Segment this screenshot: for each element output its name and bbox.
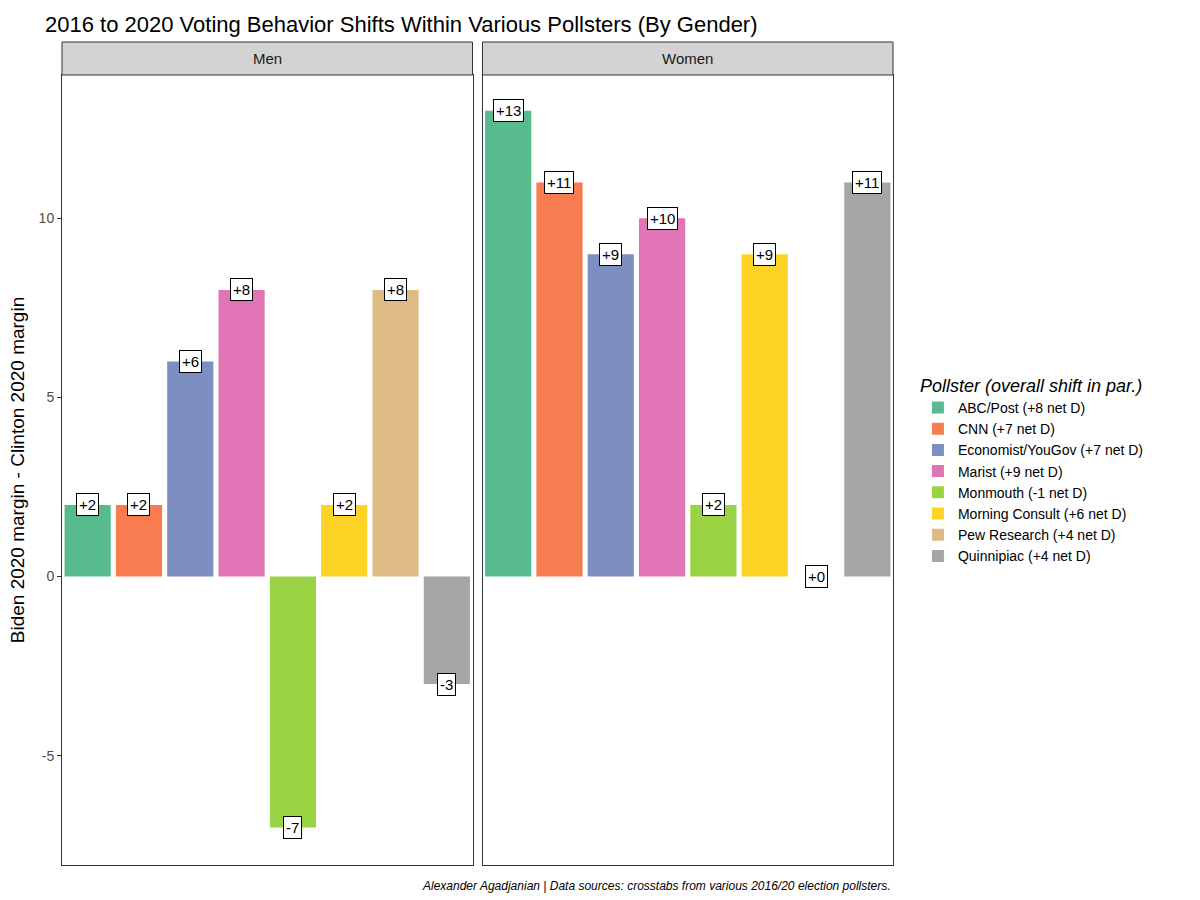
svg-text:2016 to 2020 Voting Behavior S: 2016 to 2020 Voting Behavior Shifts With… [45,12,758,37]
svg-text:+2: +2 [705,496,722,513]
svg-text:Pew Research (+4 net D): Pew Research (+4 net D) [958,527,1116,543]
svg-text:+8: +8 [387,281,404,298]
svg-text:+11: +11 [547,174,571,191]
svg-text:+10: +10 [650,210,675,227]
svg-text:+9: +9 [756,246,773,263]
svg-text:Economist/YouGov (+7 net D): Economist/YouGov (+7 net D) [958,442,1143,458]
svg-text:0: 0 [46,568,54,584]
svg-text:+9: +9 [602,246,619,263]
svg-text:Marist (+9 net D): Marist (+9 net D) [958,464,1063,480]
svg-text:-3: -3 [440,676,453,693]
svg-text:Alexander Agadjanian | Data so: Alexander Agadjanian | Data sources: cro… [422,879,891,893]
svg-text:Quinnipiac (+4 net D): Quinnipiac (+4 net D) [958,548,1091,564]
svg-text:Monmouth (-1 net D): Monmouth (-1 net D) [958,485,1087,501]
svg-text:+8: +8 [233,281,250,298]
svg-text:Pollster (overall shift in par: Pollster (overall shift in par.) [920,376,1142,396]
svg-text:+11: +11 [855,174,879,191]
svg-text:5: 5 [46,389,54,405]
svg-text:ABC/Post (+8 net D): ABC/Post (+8 net D) [958,400,1085,416]
svg-text:Biden 2020 margin - Clinton 20: Biden 2020 margin - Clinton 2020 margin [7,297,28,643]
svg-text:+2: +2 [336,496,353,513]
svg-text:+0: +0 [808,568,825,585]
svg-text:+2: +2 [79,496,96,513]
svg-text:-7: -7 [286,819,299,836]
svg-text:-5: -5 [42,748,55,764]
svg-text:+2: +2 [130,496,147,513]
svg-text:Men: Men [253,50,282,67]
svg-text:CNN (+7 net D): CNN (+7 net D) [958,421,1055,437]
svg-text:Morning Consult (+6 net D): Morning Consult (+6 net D) [958,506,1126,522]
svg-text:+6: +6 [182,353,199,370]
svg-text:Women: Women [662,50,713,67]
svg-text:10: 10 [39,210,55,226]
svg-text:+13: +13 [496,102,521,119]
